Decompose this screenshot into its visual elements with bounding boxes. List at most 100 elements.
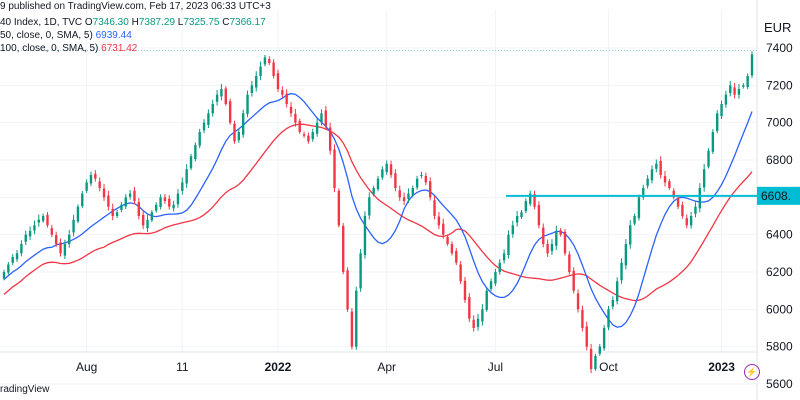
candle-body[interactable] bbox=[515, 216, 519, 223]
candle-body[interactable] bbox=[555, 230, 558, 246]
candle-body[interactable] bbox=[289, 106, 293, 114]
candle-body[interactable] bbox=[689, 216, 693, 226]
candle-body[interactable] bbox=[650, 169, 654, 181]
candle-body[interactable] bbox=[124, 197, 127, 207]
candle-body[interactable] bbox=[681, 204, 684, 216]
candle-body[interactable] bbox=[389, 164, 393, 175]
candle-body[interactable] bbox=[381, 169, 384, 178]
candle-body[interactable] bbox=[228, 101, 232, 123]
candle-body[interactable] bbox=[59, 242, 62, 254]
candle-body[interactable] bbox=[729, 85, 732, 93]
lightning-icon[interactable]: ⚡ bbox=[744, 364, 760, 380]
candle-body[interactable] bbox=[133, 190, 136, 202]
candle-body[interactable] bbox=[233, 123, 236, 142]
candle-body[interactable] bbox=[146, 219, 149, 229]
candle-body[interactable] bbox=[494, 272, 497, 284]
candle-body[interactable] bbox=[85, 182, 88, 191]
candle-body[interactable] bbox=[663, 176, 667, 183]
candle-body[interactable] bbox=[185, 169, 188, 184]
candle-body[interactable] bbox=[576, 293, 580, 310]
candle-body[interactable] bbox=[711, 132, 715, 152]
candle-body[interactable] bbox=[646, 178, 649, 186]
candle-body[interactable] bbox=[224, 88, 227, 104]
candle-body[interactable] bbox=[707, 150, 710, 167]
candle-body[interactable] bbox=[241, 113, 245, 135]
candle-body[interactable] bbox=[437, 216, 441, 226]
candle-body[interactable] bbox=[385, 163, 388, 173]
candle-body[interactable] bbox=[589, 348, 593, 370]
candle-body[interactable] bbox=[455, 251, 458, 263]
candle-body[interactable] bbox=[159, 197, 162, 208]
candle-body[interactable] bbox=[376, 178, 380, 190]
candle-body[interactable] bbox=[668, 181, 671, 188]
candle-body[interactable] bbox=[546, 244, 549, 254]
candle-body[interactable] bbox=[176, 193, 180, 205]
candle-body[interactable] bbox=[402, 197, 406, 202]
candle-body[interactable] bbox=[120, 204, 123, 211]
candle-body[interactable] bbox=[415, 178, 419, 188]
candle-body[interactable] bbox=[168, 198, 171, 207]
candle-body[interactable] bbox=[285, 93, 288, 104]
candle-body[interactable] bbox=[246, 94, 249, 114]
candle-body[interactable] bbox=[742, 85, 745, 87]
candle-body[interactable] bbox=[359, 253, 362, 289]
candle-body[interactable] bbox=[629, 225, 632, 245]
candle-body[interactable] bbox=[750, 54, 754, 76]
tradingview-brand[interactable]: radingView bbox=[0, 384, 50, 395]
candle-body[interactable] bbox=[685, 218, 688, 226]
candle-body[interactable] bbox=[328, 127, 332, 151]
candle-body[interactable] bbox=[507, 234, 510, 256]
candle-body[interactable] bbox=[511, 225, 515, 235]
candle-body[interactable] bbox=[220, 89, 223, 97]
candle-body[interactable] bbox=[420, 174, 423, 176]
candle-body[interactable] bbox=[572, 270, 575, 291]
candle-body[interactable] bbox=[302, 134, 306, 136]
candle-body[interactable] bbox=[54, 235, 58, 244]
sma50-legend[interactable]: 50, close, 0, SMA, 5) 6939.44 bbox=[0, 30, 132, 42]
candle-body[interactable] bbox=[746, 76, 749, 88]
candle-body[interactable] bbox=[250, 85, 254, 93]
candle-body[interactable] bbox=[398, 190, 401, 198]
candle-body[interactable] bbox=[698, 188, 702, 209]
candle-body[interactable] bbox=[68, 234, 71, 244]
sma100-legend[interactable]: 100, close, 0, SMA, 5) 6731.42 bbox=[0, 43, 137, 55]
candle-body[interactable] bbox=[520, 212, 523, 218]
candle-body[interactable] bbox=[598, 346, 601, 354]
candle-body[interactable] bbox=[215, 94, 219, 102]
candle-body[interactable] bbox=[346, 270, 349, 310]
candle-body[interactable] bbox=[737, 89, 741, 95]
candle-body[interactable] bbox=[446, 236, 449, 244]
candle-body[interactable] bbox=[107, 195, 110, 207]
candle-body[interactable] bbox=[294, 113, 297, 123]
candle-body[interactable] bbox=[581, 309, 584, 328]
candle-body[interactable] bbox=[489, 281, 493, 289]
candle-body[interactable] bbox=[459, 264, 462, 282]
candle-body[interactable] bbox=[407, 193, 410, 199]
candle-body[interactable] bbox=[542, 227, 545, 244]
candle-body[interactable] bbox=[141, 214, 145, 226]
candle-body[interactable] bbox=[7, 264, 10, 273]
candle-body[interactable] bbox=[298, 120, 301, 132]
candle-body[interactable] bbox=[524, 201, 528, 212]
candle-body[interactable] bbox=[533, 194, 536, 207]
candle-body[interactable] bbox=[716, 113, 719, 131]
candle-body[interactable] bbox=[94, 173, 97, 179]
candle-body[interactable] bbox=[463, 280, 467, 300]
candle-body[interactable] bbox=[237, 132, 241, 141]
candle-body[interactable] bbox=[611, 300, 615, 307]
candle-body[interactable] bbox=[342, 225, 345, 272]
candle-body[interactable] bbox=[498, 262, 501, 272]
candle-body[interactable] bbox=[272, 62, 275, 76]
candle-body[interactable] bbox=[607, 309, 610, 328]
candle-body[interactable] bbox=[163, 197, 167, 202]
candle-body[interactable] bbox=[37, 219, 40, 223]
candle-body[interactable] bbox=[81, 193, 84, 207]
candle-body[interactable] bbox=[15, 253, 19, 260]
candle-body[interactable] bbox=[320, 113, 323, 123]
candle-body[interactable] bbox=[46, 214, 49, 226]
candle-body[interactable] bbox=[720, 104, 723, 117]
candle-body[interactable] bbox=[363, 216, 367, 256]
candle-body[interactable] bbox=[33, 225, 36, 231]
candle-body[interactable] bbox=[424, 176, 428, 183]
